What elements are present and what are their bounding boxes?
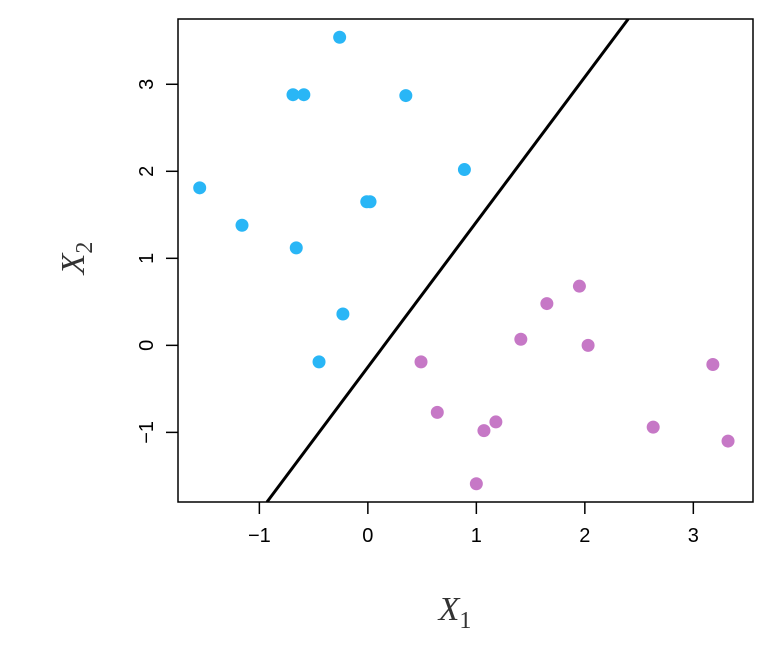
data-point bbox=[399, 89, 413, 103]
series-1 bbox=[193, 30, 471, 369]
data-point bbox=[430, 405, 444, 419]
y-axis: −1 0 1 2 3 bbox=[136, 79, 178, 444]
data-point bbox=[312, 355, 326, 369]
y-tick-label: 2 bbox=[136, 166, 158, 177]
data-point bbox=[572, 279, 586, 293]
data-point bbox=[414, 355, 428, 369]
data-point bbox=[489, 415, 503, 429]
data-point bbox=[336, 307, 350, 321]
data-point bbox=[469, 477, 483, 491]
data-point bbox=[646, 420, 660, 434]
data-point bbox=[721, 434, 735, 448]
separating-line bbox=[265, 19, 630, 502]
data-point bbox=[581, 338, 595, 352]
x-tick-label: 3 bbox=[688, 525, 699, 547]
data-point bbox=[289, 241, 303, 255]
y-tick-label: 1 bbox=[136, 253, 158, 264]
x-tick-label: 0 bbox=[362, 525, 373, 547]
data-point bbox=[477, 424, 491, 438]
data-point bbox=[235, 218, 249, 232]
series-2 bbox=[414, 279, 735, 491]
y-axis-title: X2 bbox=[55, 242, 98, 277]
data-point bbox=[286, 88, 300, 102]
x-tick-label: −1 bbox=[248, 525, 271, 547]
y-tick-label: −1 bbox=[136, 421, 158, 444]
data-point bbox=[706, 357, 720, 371]
data-point bbox=[540, 297, 554, 311]
data-point bbox=[363, 195, 377, 209]
data-point bbox=[333, 30, 347, 44]
y-tick-label: 3 bbox=[136, 79, 158, 90]
x-tick-label: 1 bbox=[471, 525, 482, 547]
x-axis-title: X1 bbox=[437, 591, 472, 634]
data-point bbox=[514, 332, 528, 346]
plot-area bbox=[193, 19, 735, 502]
plot-frame bbox=[177, 18, 754, 503]
x-tick-label: 2 bbox=[579, 525, 590, 547]
y-tick-label: 0 bbox=[136, 340, 158, 351]
data-point bbox=[193, 181, 207, 195]
x-axis: −1 0 1 2 3 bbox=[248, 502, 699, 547]
data-point bbox=[297, 88, 311, 102]
data-point bbox=[457, 163, 471, 177]
